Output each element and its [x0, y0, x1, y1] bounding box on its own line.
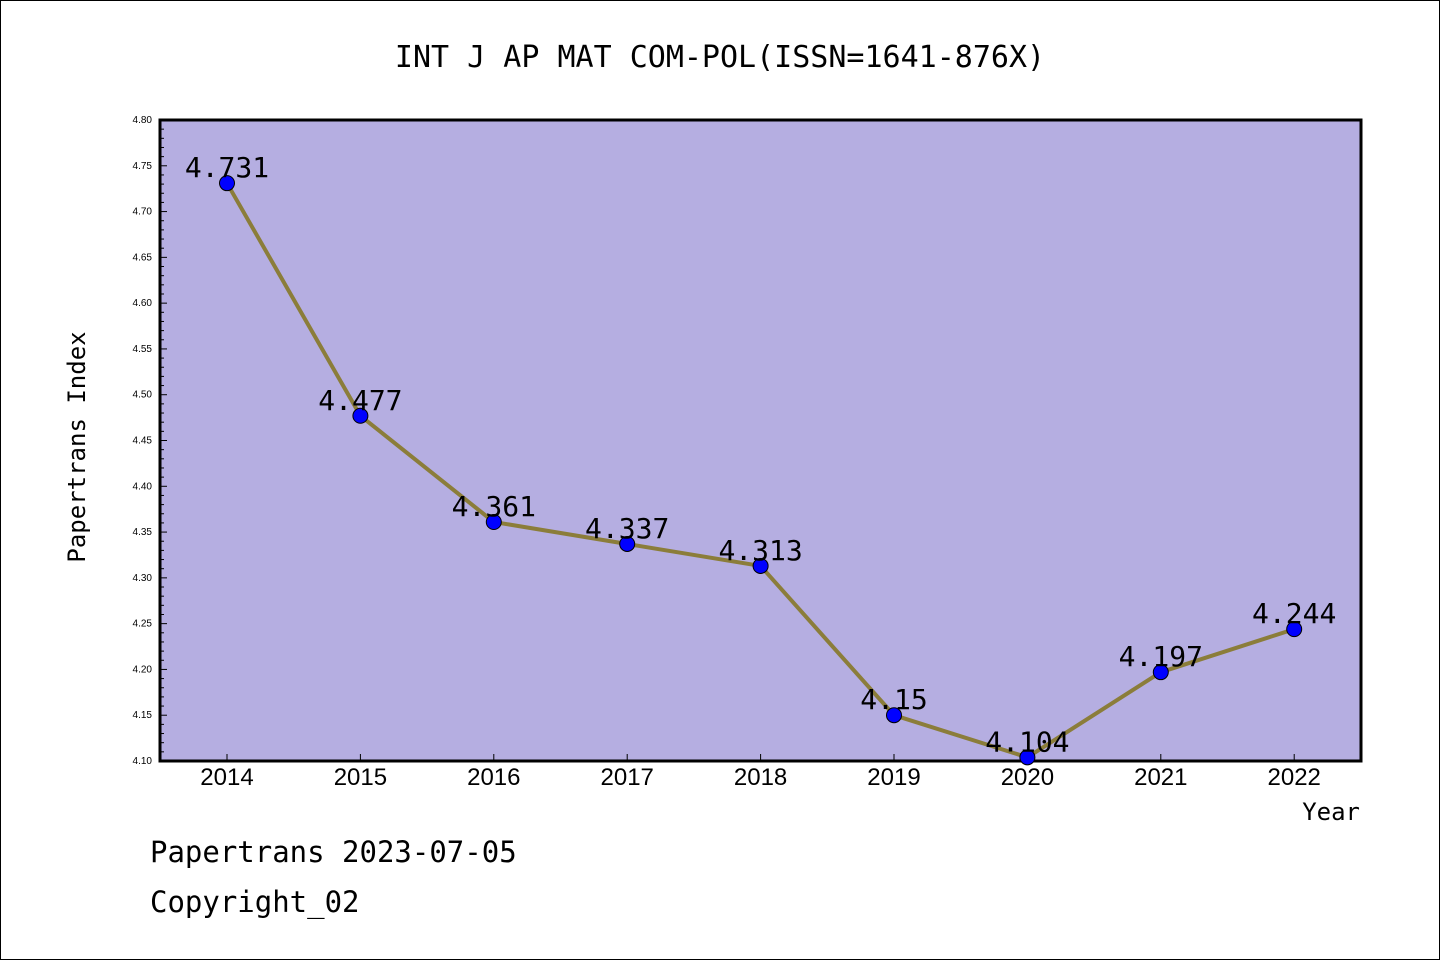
x-axis: 2014 2015 2016 2017 2018 2019 2020 2021 2022	[200, 754, 1321, 791]
footer-copyright: Copyright_02	[150, 885, 360, 919]
data-label-2014: 4.731	[185, 151, 269, 184]
y-tick-label: 4.60	[133, 298, 153, 309]
data-point-2020	[1019, 749, 1036, 766]
x-tick-label: 2022	[1268, 764, 1321, 791]
y-tick-label: 4.65	[133, 252, 153, 263]
x-tick-label: 2019	[867, 764, 920, 791]
y-tick-label: 4.45	[133, 436, 153, 447]
chart-title: INT J AP MAT COM-POL(ISSN=1641-876X)	[395, 40, 1045, 75]
data-point-2022	[1286, 621, 1303, 638]
data-label-2019: 4.15	[860, 683, 927, 716]
x-tick-label: 2016	[467, 764, 520, 791]
y-tick-label: 4.20	[133, 664, 153, 675]
data-point-2017	[619, 535, 636, 552]
y-tick-label: 4.55	[133, 344, 153, 355]
data-point-2021	[1152, 664, 1169, 681]
x-tick-label: 2015	[334, 764, 387, 791]
data-point-2016	[485, 513, 502, 530]
footer-source: Papertrans 2023-07-05	[150, 835, 517, 869]
data-label-2016: 4.361	[452, 490, 536, 523]
data-point-2018	[752, 557, 769, 574]
y-tick-label: 4.80	[133, 115, 153, 126]
x-tick-label: 2018	[734, 764, 787, 791]
y-tick-label: 4.10	[133, 756, 153, 767]
data-label-2022: 4.244	[1252, 597, 1336, 630]
y-tick-label: 4.70	[133, 207, 153, 218]
y-tick-label: 4.75	[133, 161, 153, 172]
y-tick-label: 4.50	[133, 390, 153, 401]
data-label-2018: 4.313	[718, 534, 802, 567]
y-axis-label: Papertrans Index	[63, 331, 91, 562]
data-label-2020: 4.104	[985, 725, 1069, 758]
data-label-2015: 4.477	[318, 384, 402, 417]
y-tick-label: 4.35	[133, 527, 153, 538]
y-tick-label: 4.15	[133, 710, 153, 721]
data-point-2019	[886, 707, 902, 724]
x-tick-label: 2021	[1134, 764, 1187, 791]
y-tick-label: 4.30	[133, 573, 153, 584]
data-point-2014	[219, 175, 235, 192]
y-tick-label: 4.40	[133, 481, 153, 492]
data-labels: 4.731 4.477 4.361 4.337 4.313 4.15 4.104 4.197 4…	[185, 151, 1336, 758]
y-tick-label: 4.25	[133, 619, 153, 630]
x-tick-label: 2014	[200, 764, 253, 791]
x-tick-label: 2020	[1001, 764, 1054, 791]
data-label-2021: 4.197	[1119, 640, 1203, 673]
y-axis: 4.10 4.15 4.20 4.25 4.30 4.35 4.40 4.45 4.50 4.55…	[133, 115, 167, 767]
x-tick-label: 2017	[601, 764, 654, 791]
x-axis-label: Year	[1302, 798, 1360, 826]
plot-area	[158, 118, 1363, 763]
data-point-2015	[352, 407, 369, 424]
data-label-2017: 4.337	[585, 512, 669, 545]
data-points	[219, 175, 1303, 766]
